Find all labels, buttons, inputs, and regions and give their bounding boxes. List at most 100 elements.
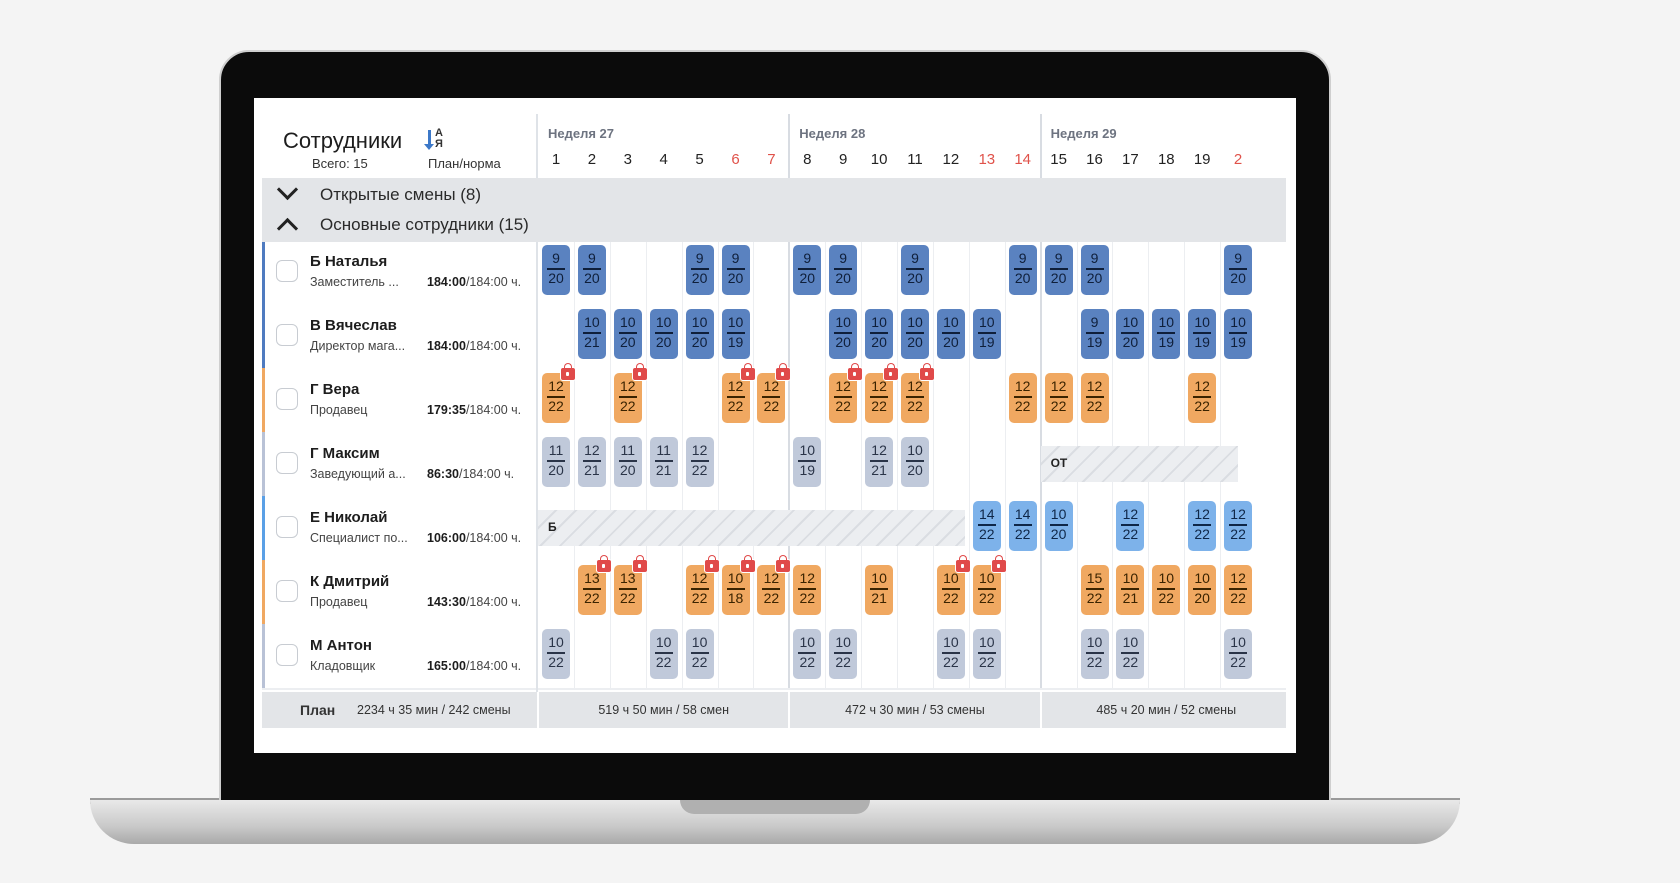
shift-chip[interactable]: 10 19	[972, 309, 1001, 359]
employee-name[interactable]: М Антон	[310, 637, 372, 654]
shift-chip[interactable]: 9 20	[721, 245, 750, 295]
shift-chip[interactable]: 10 22	[542, 629, 570, 679]
employee-row[interactable]: К Дмитрий Продавец 143:30/184:00 ч. 13 22 13 2…	[262, 555, 1286, 626]
shift-chip[interactable]: 9 20	[1008, 245, 1037, 295]
sort-alpha-icon[interactable]: А Я	[424, 128, 450, 152]
employee-row[interactable]: Г Вера Продавец 179:35/184:00 ч. 12 22 12 22 12…	[262, 363, 1286, 434]
employee-row[interactable]: Е Николай Специалист по... 106:00/184:00 ч…	[262, 496, 1286, 562]
shift-chip[interactable]: 10 21	[865, 565, 894, 615]
shift-chip[interactable]: 12 22	[685, 555, 720, 615]
day-number[interactable]: 12	[942, 151, 960, 168]
employee-checkbox[interactable]	[276, 644, 298, 666]
day-number[interactable]: 5	[695, 151, 704, 168]
shift-chip[interactable]: 10 20	[613, 309, 642, 359]
employee-name[interactable]: Б Наталья	[310, 253, 388, 270]
group-toggle-row[interactable]: Основные сотрудники (15)	[262, 208, 1286, 242]
day-number[interactable]: 14	[1014, 151, 1032, 168]
shift-chip[interactable]: 10 22	[936, 629, 965, 679]
shift-chip[interactable]: 12 22	[829, 363, 864, 423]
shift-chip[interactable]: 12 22	[1224, 565, 1253, 615]
shift-chip[interactable]: 10 22	[1152, 565, 1181, 615]
shift-chip[interactable]: 9 20	[829, 245, 858, 295]
day-number[interactable]: 3	[623, 151, 632, 168]
day-number[interactable]: 8	[803, 151, 812, 168]
shift-chip[interactable]: 12 22	[1080, 373, 1109, 423]
employee-checkbox[interactable]	[276, 388, 298, 410]
shift-chip[interactable]: 10 22	[1080, 629, 1109, 679]
shift-chip[interactable]: 10 20	[936, 309, 965, 359]
day-number[interactable]: 16	[1086, 151, 1103, 168]
absence-band[interactable]: ОТ	[1040, 446, 1239, 482]
chevron-up-icon[interactable]	[276, 217, 299, 240]
day-number[interactable]: 17	[1122, 151, 1139, 168]
absence-band[interactable]: Б	[538, 510, 966, 546]
shift-chip[interactable]: 10 19	[1152, 309, 1181, 359]
shift-chip[interactable]: 10 22	[793, 629, 822, 679]
shift-chip[interactable]: 9 19	[1080, 309, 1109, 359]
shift-chip[interactable]: 10 22	[972, 555, 1007, 615]
day-number[interactable]: 7	[767, 151, 776, 168]
shift-chip[interactable]: 12 22	[793, 565, 822, 615]
shift-chip[interactable]: 10 21	[1116, 565, 1145, 615]
shift-chip[interactable]: 12 22	[901, 363, 935, 423]
shift-chip[interactable]: 10 22	[829, 629, 858, 679]
shift-chip[interactable]: 14 22	[1008, 501, 1037, 551]
shift-chip[interactable]: 10 22	[1116, 629, 1145, 679]
employee-row[interactable]: Б Наталья Заместитель ... 184:00/184:00 ч.…	[262, 240, 1286, 306]
shift-chip[interactable]: 10 20	[649, 309, 678, 359]
shift-chip[interactable]: 12 22	[721, 363, 756, 423]
shift-chip[interactable]: 10 20	[829, 309, 858, 359]
day-number[interactable]: 6	[731, 151, 740, 168]
shift-chip[interactable]: 12 22	[1188, 501, 1217, 551]
shift-chip[interactable]: 10 20	[1044, 501, 1073, 551]
day-number[interactable]: 10	[870, 151, 888, 168]
employee-name[interactable]: Г Вера	[310, 381, 360, 398]
shift-chip[interactable]: 10 19	[721, 309, 750, 359]
shift-chip[interactable]: 12 22	[1224, 501, 1253, 551]
shift-chip[interactable]: 12 21	[865, 437, 894, 487]
day-number[interactable]: 11	[907, 151, 923, 168]
day-number[interactable]: 15	[1050, 151, 1067, 168]
shift-chip[interactable]: 12 22	[542, 363, 576, 423]
employee-checkbox[interactable]	[276, 516, 298, 538]
shift-chip[interactable]: 10 20	[1188, 565, 1217, 615]
shift-chip[interactable]: 10 20	[865, 309, 894, 359]
shift-chip[interactable]: 10 22	[1224, 629, 1253, 679]
shift-chip[interactable]: 10 20	[1116, 309, 1145, 359]
shift-chip[interactable]: 14 22	[972, 501, 1001, 551]
shift-chip[interactable]: 9 20	[901, 245, 929, 295]
employee-name[interactable]: Г Максим	[310, 445, 380, 462]
shift-chip[interactable]: 12 22	[1044, 373, 1073, 423]
shift-chip[interactable]: 10 18	[721, 555, 756, 615]
shift-chip[interactable]: 9 20	[1224, 245, 1253, 295]
shift-chip[interactable]: 13 22	[613, 555, 648, 615]
shift-chip[interactable]: 11 21	[649, 437, 678, 487]
shift-chip[interactable]: 9 20	[793, 245, 822, 295]
shift-chip[interactable]: 10 20	[901, 309, 929, 359]
group-toggle-row[interactable]: Открытые смены (8)	[262, 178, 1286, 210]
day-number[interactable]: 9	[839, 151, 848, 168]
employee-row[interactable]: В Вячеслав Директор мага... 184:00/184:00 …	[262, 304, 1286, 370]
day-number[interactable]: 19	[1193, 151, 1211, 168]
shift-chip[interactable]: 12 22	[685, 437, 714, 487]
employee-name[interactable]: Е Николай	[310, 509, 388, 526]
shift-chip[interactable]: 9 20	[542, 245, 570, 295]
shift-chip[interactable]: 9 20	[685, 245, 714, 295]
shift-chip[interactable]: 12 22	[757, 363, 792, 423]
shift-chip[interactable]: 12 22	[865, 363, 900, 423]
day-number[interactable]: 13	[978, 151, 996, 168]
shift-chip[interactable]: 12 22	[613, 363, 648, 423]
shift-chip[interactable]: 15 22	[1080, 565, 1109, 615]
employee-row[interactable]: М Антон Кладовщик 165:00/184:00 ч. 10 22 10 22…	[262, 624, 1286, 690]
shift-chip[interactable]: 10 22	[685, 629, 714, 679]
shift-chip[interactable]: 12 21	[577, 437, 606, 487]
shift-chip[interactable]: 11 20	[613, 437, 642, 487]
shift-chip[interactable]: 10 22	[936, 555, 971, 615]
day-number[interactable]: 1	[551, 151, 561, 168]
shift-chip[interactable]: 10 22	[649, 629, 678, 679]
shift-chip[interactable]: 12 22	[1188, 373, 1217, 423]
shift-chip[interactable]: 9 20	[1080, 245, 1109, 295]
shift-chip[interactable]: 9 20	[1044, 245, 1073, 295]
employee-checkbox[interactable]	[276, 580, 298, 602]
shift-chip[interactable]: 10 22	[972, 629, 1001, 679]
